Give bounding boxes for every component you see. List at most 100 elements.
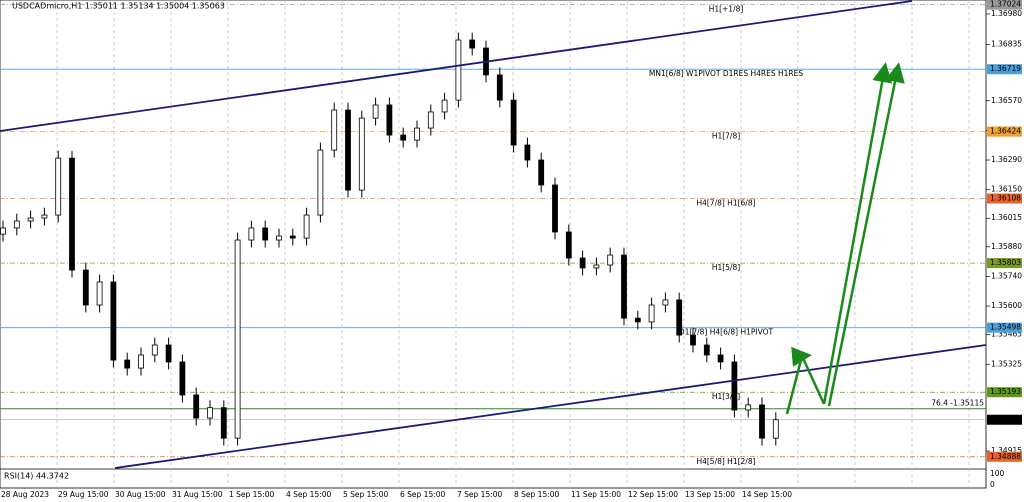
candle-body [772,419,779,439]
y-tick-label: 1.36290 [991,155,1022,164]
x-tick-label: 6 Sep 15:00 [400,490,446,499]
rsi-tick-label: 100 [990,469,1005,478]
candle-body [138,354,144,369]
price-label: 1.35063 [990,415,1021,424]
x-tick-label: 8 Sep 15:00 [514,490,560,499]
y-tick-label: 1.36570 [991,96,1022,105]
level-price: 1.34888 [990,452,1021,461]
candle-body [96,281,103,306]
level-box [987,64,1022,75]
forecast-arrow [822,62,893,405]
level-label: H1[+1/8] [709,5,744,14]
candle-body [648,304,655,323]
candle-body [579,257,586,269]
candle-body [690,334,696,346]
level-price: 1.37024 [990,0,1021,9]
level-label: D1[7/8] H4[6/8] H1PIVOT [679,328,774,337]
candle-body [110,281,117,361]
candle-body [220,407,227,439]
x-tick-label: 1 Sep 15:00 [229,490,275,499]
level-price: 1.36424 [990,127,1021,136]
level-box [987,193,1022,204]
level-label: H4[7/8] H1[6/8] [696,199,755,208]
candle-body [634,317,641,323]
candle-body [731,361,738,411]
forecast-arrow [827,62,905,407]
x-tick-label: 11 Sep 15:00 [571,490,621,499]
chart-title: USDCADmicro,H1 1.35011 1.35134 1.35004 1… [12,2,225,11]
candle-body [496,74,503,101]
candle-body [179,361,186,396]
y-tick-label: 1.36835 [991,40,1022,49]
candle-body [151,344,158,356]
levels: H1[+1/8] MN1[6/8] W1PIVOT D1RES H4RES H1R… [0,4,986,466]
level-label: H1[5/8] [712,263,740,272]
candle-body [400,134,407,141]
level-box [987,258,1022,269]
candle-body [414,127,420,141]
y-tick-label: 1.35880 [991,242,1022,251]
forecast-arrow [785,346,826,415]
candle-body [455,39,462,101]
candle-body [289,235,296,239]
y-tick-label: 1.35325 [991,359,1022,368]
plot-frame [0,0,987,489]
level-label: H1[7/8] [712,132,740,141]
candle-body [676,299,683,336]
candle-body [538,159,545,186]
x-tick-label: 12 Sep 15:00 [628,490,678,499]
candle-body [621,254,627,319]
y-tick-label: 1.36150 [991,185,1022,194]
level-box [987,451,1022,462]
x-tick-label: 7 Sep 15:00 [457,490,503,499]
candle-body [193,394,200,419]
candle-body [82,269,89,306]
x-tick-label: 28 Aug 2023 [1,490,49,499]
candle-body [276,235,282,241]
y-tick-label: 1.34915 [991,446,1022,455]
candle-body [358,117,365,191]
y-tick-label: 1.35600 [991,301,1022,310]
candle-body [717,354,724,363]
x-tick-label: 5 Sep 15:00 [343,490,389,499]
candle-body [441,99,448,113]
candle-body [55,157,62,216]
level-label: H1[3/8] [712,392,740,401]
x-tick-label: 30 Aug 15:00 [115,490,166,499]
level-box [987,0,1022,10]
candle-body [69,157,75,271]
level-price: 1.35498 [990,323,1021,332]
candle-body [345,109,351,191]
candle-body [662,299,669,306]
fib-label: 76.4 -1.35115 [931,399,984,408]
level-price: 1.35193 [990,387,1021,396]
candle-body [427,111,434,129]
candle-body [248,227,255,241]
candle-body [703,344,710,356]
candle-body [524,144,531,161]
y-tick-label: 1.35465 [991,330,1022,339]
candle-body [565,231,572,259]
x-tick-label: 31 Aug 15:00 [172,490,223,499]
level-price: 1.36719 [990,64,1021,73]
x-tick-label: 13 Sep 15:00 [685,490,735,499]
level-price: 1.36108 [990,194,1021,203]
level-price: 1.35803 [990,258,1021,267]
candle-body [13,220,20,229]
level-label: MN1[6/8] W1PIVOT D1RES H4RES H1RES [649,69,803,78]
level-box [987,322,1022,333]
rsi-label: RSI(14) 44.3742 [4,472,69,481]
candles [0,32,779,446]
x-tick-label: 29 Aug 15:00 [58,490,109,499]
y-tick-label: 1.36980 [991,9,1022,18]
candle-body [510,99,517,146]
candle-body [27,217,34,222]
price-axis: 1.369801.368351.365701.364301.362901.361… [986,0,1022,489]
x-tick-label: 4 Sep 15:00 [286,490,332,499]
candle-body [303,214,310,239]
candle-body [41,214,48,219]
candle-body [469,39,476,49]
y-tick-label: 1.36015 [991,213,1022,222]
level-label: H4[5/8] H1[2/8] [696,457,755,466]
